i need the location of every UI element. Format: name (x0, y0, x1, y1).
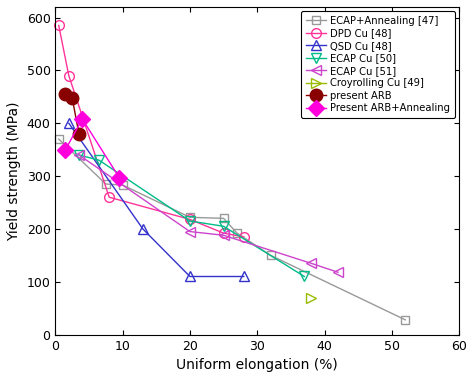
ECAP Cu [50] (301, 274, 307, 279)
DPD Cu [48] (106, 195, 112, 199)
present ARB (76, 132, 82, 136)
ECAP+Annealing [47] (234, 231, 240, 235)
ECAP Cu [51] (76, 153, 82, 157)
DPD Cu [48] (221, 231, 227, 235)
DPD Cu [48] (241, 235, 246, 239)
ECAP+Annealing [47] (402, 318, 408, 322)
DPD Cu [48] (187, 217, 193, 222)
Line: ECAP Cu [51]: ECAP Cu [51] (74, 150, 343, 277)
DPD Cu [48] (66, 74, 72, 78)
ECAP Cu [50] (76, 153, 82, 157)
ECAP+Annealing [47] (103, 182, 109, 186)
present ARB (63, 92, 68, 96)
Line: DPD Cu [48]: DPD Cu [48] (54, 20, 249, 242)
Legend: ECAP+Annealing [47], DPD Cu [48], QSD Cu [48], ECAP Cu [50], ECAP Cu [51], Croyr: ECAP+Annealing [47], DPD Cu [48], QSD Cu… (301, 11, 455, 119)
Line: ECAP Cu [50]: ECAP Cu [50] (74, 150, 309, 281)
ECAP+Annealing [47] (187, 215, 193, 219)
Line: present ARB: present ARB (59, 88, 85, 140)
ECAP Cu [50] (187, 219, 193, 223)
Line: ECAP+Annealing [47]: ECAP+Annealing [47] (55, 135, 410, 324)
Line: QSD Cu [48]: QSD Cu [48] (64, 118, 249, 281)
Line: Present ARB+Annealing: Present ARB+Annealing (60, 113, 125, 183)
ECAP+Annealing [47] (268, 253, 273, 258)
ECAP+Annealing [47] (56, 137, 62, 141)
ECAP Cu [51] (187, 229, 193, 234)
ECAP Cu [51] (308, 261, 314, 266)
Present ARB+Annealing (117, 175, 122, 180)
present ARB (69, 96, 75, 100)
ECAP Cu [50] (96, 158, 102, 163)
ECAP+Annealing [47] (120, 183, 126, 187)
ECAP Cu [51] (335, 270, 341, 274)
QSD Cu [48] (187, 274, 193, 279)
QSD Cu [48] (140, 227, 146, 231)
QSD Cu [48] (241, 274, 246, 279)
Present ARB+Annealing (80, 117, 85, 121)
X-axis label: Uniform elongation (%): Uniform elongation (%) (176, 358, 338, 372)
Present ARB+Annealing (63, 147, 68, 152)
ECAP+Annealing [47] (221, 216, 227, 221)
ECAP Cu [50] (221, 224, 227, 229)
Y-axis label: Yield strength (MPa): Yield strength (MPa) (7, 101, 21, 241)
QSD Cu [48] (66, 121, 72, 125)
DPD Cu [48] (56, 23, 62, 28)
ECAP Cu [51] (221, 233, 227, 238)
